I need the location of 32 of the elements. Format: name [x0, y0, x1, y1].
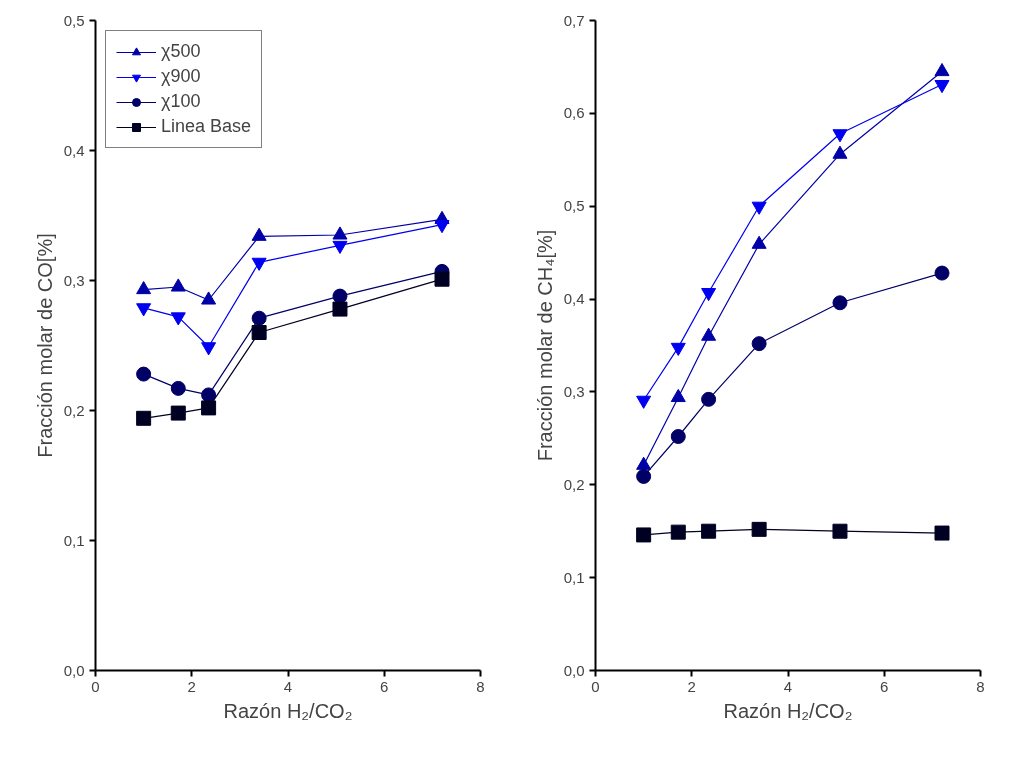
x-tick-label: 8: [476, 677, 485, 695]
y-tick-label: 0,0: [563, 661, 585, 679]
x-tick-label: 0: [91, 677, 100, 695]
x-tick-label: 2: [687, 677, 696, 695]
x-tick-label: 2: [187, 677, 196, 695]
y-tick-label: 0,4: [563, 290, 585, 308]
y-axis-title: Fracción molar de CO[%]: [33, 233, 56, 458]
legend-label: χ500: [161, 41, 201, 62]
x-tick-label: 6: [380, 677, 389, 695]
y-tick-label: 0,6: [563, 104, 585, 122]
y-tick-label: 0,3: [563, 382, 585, 400]
x-axis-title: Razón H₂/CO₂: [723, 699, 853, 722]
x-tick-label: 4: [783, 677, 793, 695]
y-axis-title: Fracción molar de CH₄[%]: [533, 229, 556, 462]
x-tick-label: 0: [591, 677, 600, 695]
y-tick-label: 0,1: [563, 568, 585, 586]
legend-label: χ100: [161, 91, 201, 112]
y-tick-label: 0,0: [63, 661, 85, 679]
y-tick-label: 0,2: [563, 475, 585, 493]
y-tick-label: 0,5: [563, 197, 585, 215]
y-tick-label: 0,2: [63, 401, 85, 419]
x-tick-label: 6: [880, 677, 889, 695]
y-tick-label: 0,4: [63, 141, 85, 159]
x-axis-title: Razón H₂/CO₂: [223, 699, 353, 722]
y-tick-label: 0,7: [563, 11, 585, 29]
legend-label: Linea Base: [161, 116, 252, 137]
x-tick-label: 4: [283, 677, 293, 695]
x-tick-label: 8: [976, 677, 985, 695]
y-tick-label: 0,3: [63, 271, 85, 289]
y-tick-label: 0,5: [63, 11, 85, 29]
legend-label: χ900: [161, 66, 201, 87]
y-tick-label: 0,1: [63, 531, 85, 549]
